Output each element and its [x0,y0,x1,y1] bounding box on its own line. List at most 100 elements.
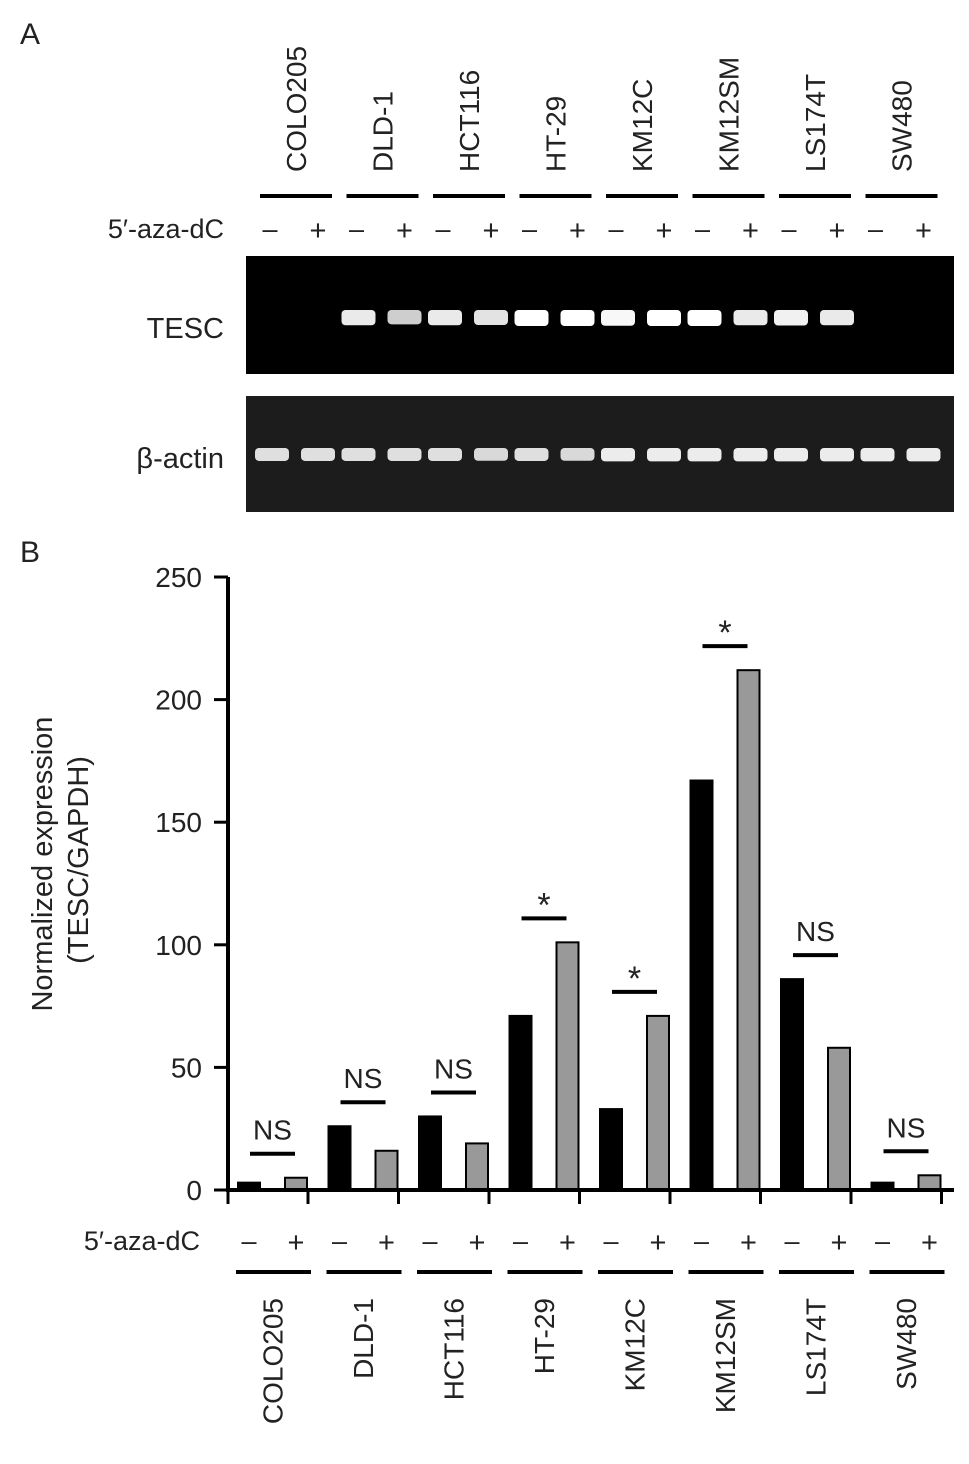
panel-b-plus-sign: + [288,1227,305,1259]
tesc-band [428,310,462,326]
panel-b-plus-sign: + [559,1227,576,1259]
panel-b-label: B [20,536,40,569]
actin-band [860,448,895,462]
actin-band [560,448,595,461]
bar-treated [827,1046,851,1192]
panel-b-treatment-signs: – + – + – + – + – + – + – + – + [241,1226,937,1259]
significance-label: NS [434,1053,473,1084]
actin-band [906,448,941,462]
tesc-gel-bands [341,310,854,326]
panel-b-minus-sign: – [241,1226,256,1256]
panel-a-lane-label: HT-29 [541,96,572,172]
y-axis-tick-label: 200 [155,685,202,716]
actin-band [387,448,422,461]
x-axis-category-label: LS174T [801,1298,832,1396]
actin-gel-bands [255,448,941,462]
bar-treated [555,941,580,1192]
panel-a-minus-sign: – [695,214,710,244]
panel-b-minus-sign: – [603,1226,618,1256]
x-axis-category-label: HT-29 [529,1298,560,1374]
panel-a-lane-label: HCT116 [454,70,485,172]
panel-b-minus-sign: – [422,1226,437,1256]
significance-label: * [537,886,550,924]
actin-band [474,448,508,461]
tesc-band [474,310,508,326]
significance-label: * [718,614,731,652]
actin-band [687,448,722,462]
actin-band [428,448,462,461]
panel-a-plus-sign: + [829,215,846,247]
panel-a-lane-labels: COLO205 DLD-1 HCT116 HT-29 KM12C KM12SM LS174T… [281,46,918,172]
significance-label: NS [887,1112,926,1143]
panel-b-treatment-label: 5′-aza-dC [84,1226,200,1256]
bars [237,669,942,1192]
significance-label: NS [253,1115,292,1146]
actin-band [733,448,768,462]
panel-a-minus-sign: – [781,214,796,244]
x-axis-category-label: DLD-1 [348,1298,379,1379]
panel-a-treatment-label: 5′-aza-dC [108,214,224,244]
x-axis-category-label: HCT116 [439,1298,470,1400]
panel-b-plus-sign: + [740,1227,757,1259]
y-axis-title: Normalized expression (TESC/GAPDH) [27,708,95,1011]
x-axis-category-label: KM12SM [710,1298,741,1413]
panel-a-plus-sign: + [310,215,327,247]
panel-b-plus-sign: + [831,1227,848,1259]
y-axis-tick-label: 0 [186,1175,202,1206]
x-axis-category-label: COLO205 [258,1298,289,1424]
panel-b-plus-sign: + [378,1227,395,1259]
panel-a-treatment-signs: – + – + – + – + – + – + – + – + [262,214,931,247]
bar-untreated [599,1108,623,1191]
panel-a-minus-sign: – [608,214,623,244]
panel-b-minus-sign: – [513,1226,528,1256]
panel-a-plus-sign: + [742,215,759,247]
x-axis-category-labels: COLO205 DLD-1 HCT116 HT-29 KM12C KM12SM LS174T… [258,1298,923,1424]
tesc-band [647,310,681,326]
panel-a-lane-label: LS174T [800,74,831,172]
bar-untreated [780,978,804,1191]
bar-untreated [327,1125,352,1192]
panel-a-lane-label: COLO205 [281,46,312,172]
panel-a-minus-sign: – [262,214,277,244]
actin-band [820,448,854,462]
panel-a-plus-sign: + [915,215,932,247]
panel-a-minus-sign: – [435,214,450,244]
tesc-band [514,310,549,326]
bar-untreated [418,1115,442,1191]
panel-a-plus-sign: + [569,215,586,247]
bar-treated [374,1149,399,1191]
panel-b-minus-sign: – [332,1226,347,1256]
panel-a-lane-label: KM12SM [714,57,745,172]
panel-a-plus-sign: + [483,215,500,247]
panel-b-plus-sign: + [650,1227,667,1259]
tesc-band [687,310,722,326]
x-axis-category-label: SW480 [891,1298,922,1390]
actin-band [774,448,808,462]
tesc-band [387,310,422,325]
bar-treated [465,1142,489,1191]
panel-a-plus-sign: + [656,215,673,247]
y-axis: 0 50 100 150 200 250 [155,562,230,1206]
bar-untreated [508,1014,533,1192]
actin-band [301,448,335,461]
x-axis-ticks [226,1190,943,1204]
tesc-band [820,310,854,326]
significance-label: * [628,960,641,998]
panel-a-lane-label: KM12C [627,79,658,172]
bar-treated [917,1174,942,1191]
actin-band [255,448,289,461]
panel-b-minus-sign: – [694,1226,709,1256]
panel-b-minus-sign: – [875,1226,890,1256]
actin-band [341,448,376,461]
panel-a-minus-sign: – [522,214,537,244]
bar-untreated [689,779,714,1191]
bar-treated [646,1014,670,1192]
y-axis-tick-label: 150 [155,807,202,838]
y-axis-tick-label: 250 [155,562,202,593]
y-axis-tick-label: 50 [171,1052,202,1083]
bar-treated [736,669,761,1191]
significance-label: NS [796,916,835,947]
tesc-band [560,310,595,326]
panel-b-plus-sign: + [921,1227,938,1259]
